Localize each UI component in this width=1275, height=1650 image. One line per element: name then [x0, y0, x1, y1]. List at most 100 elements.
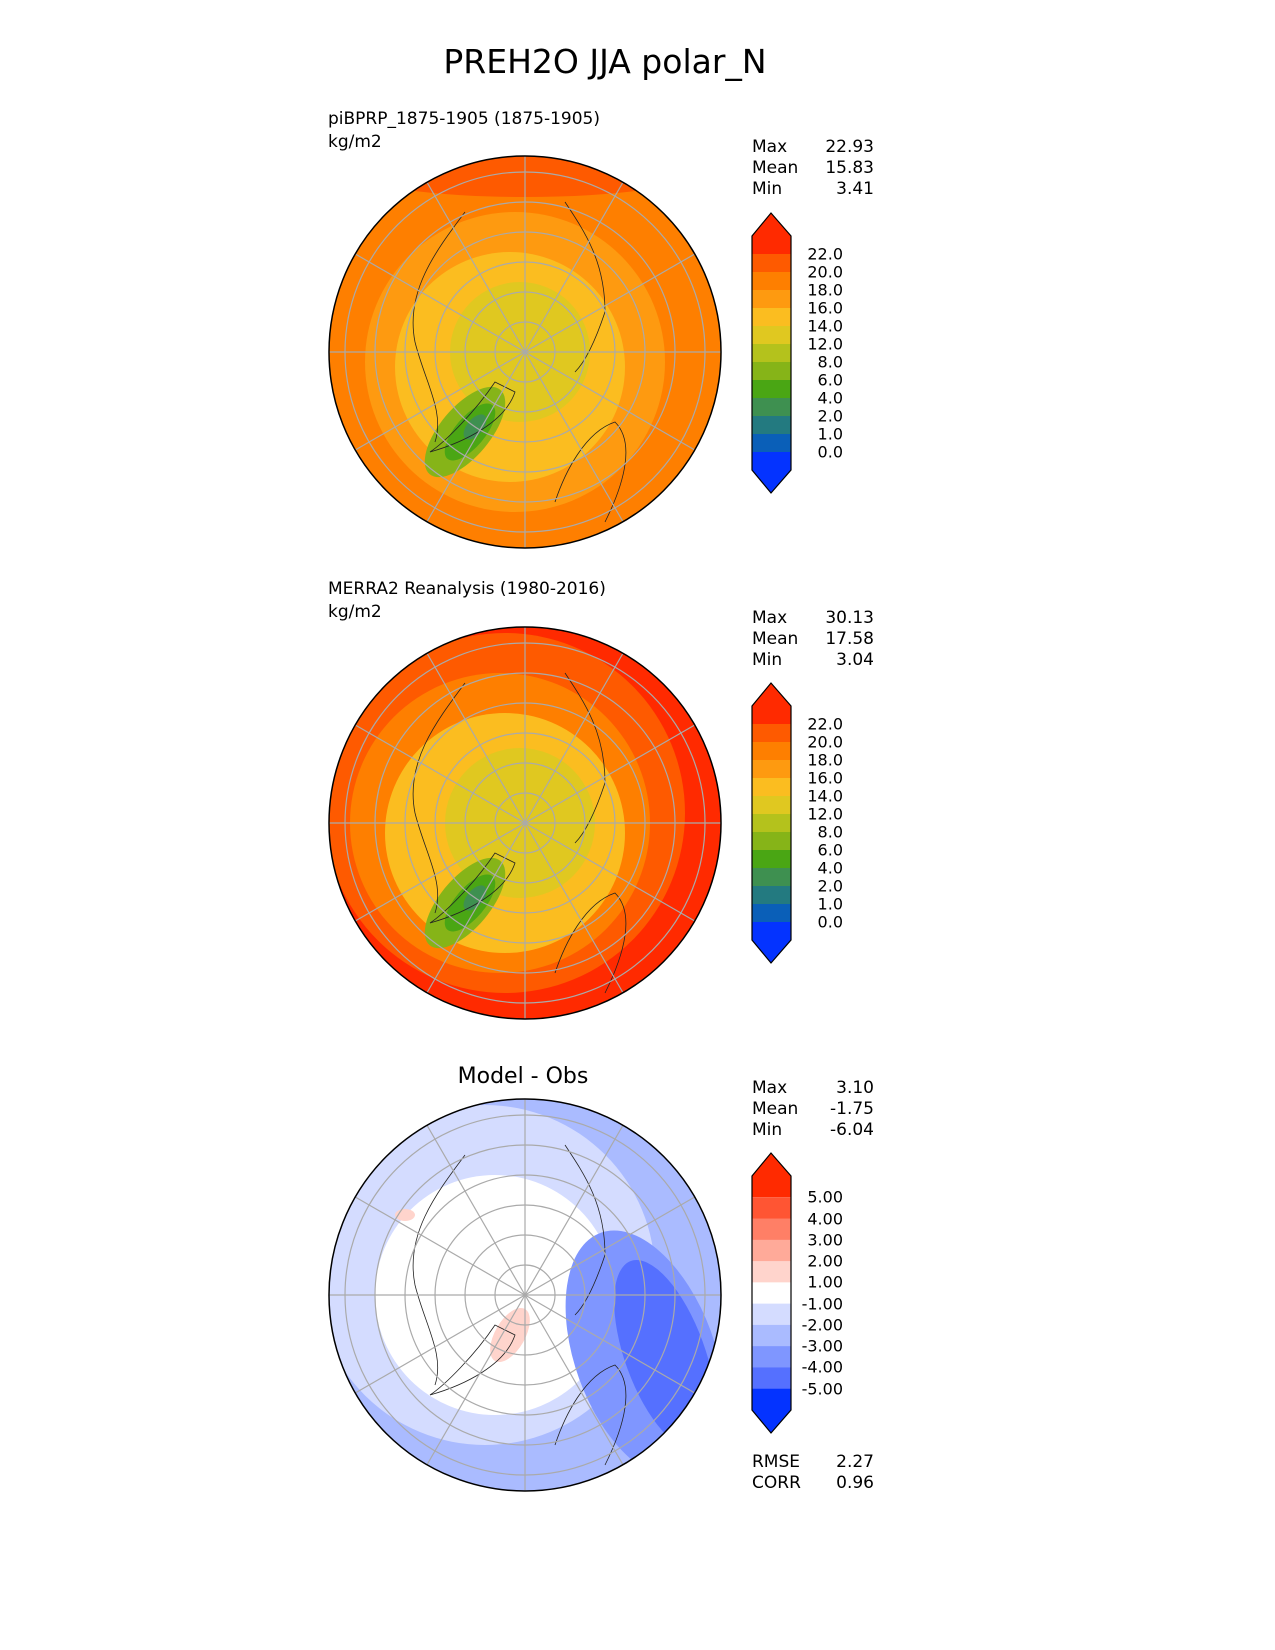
meridian-line [354, 724, 526, 824]
panel1-title: piBPRP_1875-1905 (1875-1905) kg/m2 [328, 108, 600, 154]
meridian-line [524, 1294, 696, 1394]
colorbar-tick-label: 16.0 [807, 298, 843, 318]
colorbar-segment [752, 1197, 791, 1220]
colorbar-tick-label: 0.0 [817, 442, 843, 462]
colorbar-tick-label: 20.0 [807, 262, 843, 282]
colorbar-extend-min [752, 922, 791, 963]
colorbar-segment [752, 344, 791, 363]
colorbar-extend-max [752, 1153, 791, 1198]
panel3-metrics: RMSE 2.27 CORR 0.96 [752, 1452, 874, 1494]
colorbar-segment [752, 1261, 791, 1283]
max-value: 3.10 [836, 1078, 874, 1098]
polar-map-model [328, 155, 722, 549]
max-label: Max [752, 1078, 788, 1098]
meridian-line [354, 1294, 526, 1394]
colorbar-tick-label: 14.0 [807, 316, 843, 336]
colorbar-extend-max [752, 213, 791, 254]
colorbar-sequential-1: 22.0 20.0 18.0 16.0 14.0 12.0 8.0 6.0 4.0 2.0 1.0 0… [751, 212, 851, 494]
colorbar-tick-label: -4.00 [801, 1357, 843, 1377]
colorbar-segment [752, 1282, 791, 1305]
colorbar-segment [752, 814, 791, 833]
coastline [412, 1144, 627, 1466]
meridian-line [426, 351, 526, 523]
colorbar-segment [752, 362, 791, 381]
colorbar-sequential-2: 22.0 20.0 18.0 16.0 14.0 12.0 8.0 6.0 4.0 2.0 1.0 0… [751, 682, 851, 964]
meridian-line [426, 1124, 526, 1296]
colorbar-extend-min [752, 452, 791, 493]
colorbar-segment [752, 1218, 791, 1241]
meridian-line [524, 181, 624, 353]
colorbar-tick-label: 6.0 [817, 370, 843, 390]
max-value: 22.93 [825, 137, 874, 157]
meridian-line [426, 181, 526, 353]
colorbar-tick-label: 2.0 [817, 876, 843, 896]
colorbar-segment [752, 290, 791, 309]
polar-map-diff [328, 1098, 722, 1492]
meridian-line [524, 1196, 696, 1296]
colorbar-segment [752, 416, 791, 435]
map-boundary [328, 1098, 722, 1492]
colorbar-tick-label: 18.0 [807, 280, 843, 300]
mean-label: Mean [752, 158, 799, 178]
colorbar-tick-label: 4.0 [817, 858, 843, 878]
rmse-value: 2.27 [836, 1452, 874, 1472]
colorbar-segment [752, 760, 791, 779]
colorbar-segment [752, 326, 791, 345]
colorbar-tick-label: 22.0 [807, 714, 843, 734]
colorbar-segment [752, 1303, 791, 1326]
colorbar-tick-label: 2.0 [817, 406, 843, 426]
colorbar-tick-label: 6.0 [817, 840, 843, 860]
meridian-line [524, 351, 696, 451]
coastline [412, 672, 627, 994]
corr-label: CORR [752, 1473, 801, 1493]
colorbar-segment [752, 380, 791, 399]
field-contour [490, 1307, 530, 1363]
colorbar-tick-label: 14.0 [807, 786, 843, 806]
meridian-line [354, 253, 526, 353]
colorbar-segment [752, 398, 791, 417]
colorbar-extend-max [752, 683, 791, 724]
panel3-stats: Max 3.10 Mean -1.75 Min -6.04 [752, 1078, 874, 1141]
meridian-line [354, 822, 526, 922]
meridian-line [426, 652, 526, 824]
meridian-line [354, 351, 526, 451]
map-boundary [328, 155, 722, 549]
colorbar-segment [752, 1324, 791, 1347]
meridian-line [524, 724, 696, 824]
colorbar-tick-label: 20.0 [807, 732, 843, 752]
colorbar-tick-label: -5.00 [801, 1379, 843, 1399]
colorbar-segment [752, 434, 791, 453]
panel2-stats: Max 30.13 Mean 17.58 Min 3.04 [752, 608, 874, 671]
coastline [412, 201, 627, 523]
rmse-label: RMSE [752, 1452, 801, 1472]
colorbar-tick-label: 12.0 [807, 804, 843, 824]
colorbar-segment [752, 832, 791, 851]
colorbar-extend-min [752, 1388, 791, 1433]
colorbar-tick-label: 4.0 [817, 388, 843, 408]
colorbar-segment [752, 724, 791, 743]
panel2-name: MERRA2 Reanalysis (1980-2016) [328, 579, 606, 599]
colorbar-tick-label: 2.00 [807, 1251, 843, 1271]
colorbar-segment [752, 850, 791, 869]
map-boundary [328, 626, 722, 1020]
colorbar-segment [752, 904, 791, 923]
colorbar-segment [752, 796, 791, 815]
max-label: Max [752, 137, 788, 157]
min-value: 3.04 [836, 650, 874, 670]
min-value: -6.04 [830, 1120, 874, 1140]
colorbar-tick-label: 1.00 [807, 1272, 843, 1292]
panel3-title: Model - Obs [457, 1064, 589, 1089]
colorbar-tick-label: 0.0 [817, 912, 843, 932]
panel1-name: piBPRP_1875-1905 (1875-1905) [328, 109, 600, 129]
min-label: Min [752, 1120, 783, 1140]
meridian-line [524, 351, 624, 523]
colorbar-tick-label: 8.0 [817, 822, 843, 842]
meridian-line [354, 1196, 526, 1296]
colorbar-segment [752, 1239, 791, 1262]
colorbar-tick-label: -2.00 [801, 1315, 843, 1335]
panel2-title: MERRA2 Reanalysis (1980-2016) kg/m2 [328, 578, 606, 624]
colorbar-segment [752, 1367, 791, 1390]
max-label: Max [752, 608, 788, 628]
colorbar-tick-label: 8.0 [817, 352, 843, 372]
mean-value: 17.58 [825, 629, 874, 649]
